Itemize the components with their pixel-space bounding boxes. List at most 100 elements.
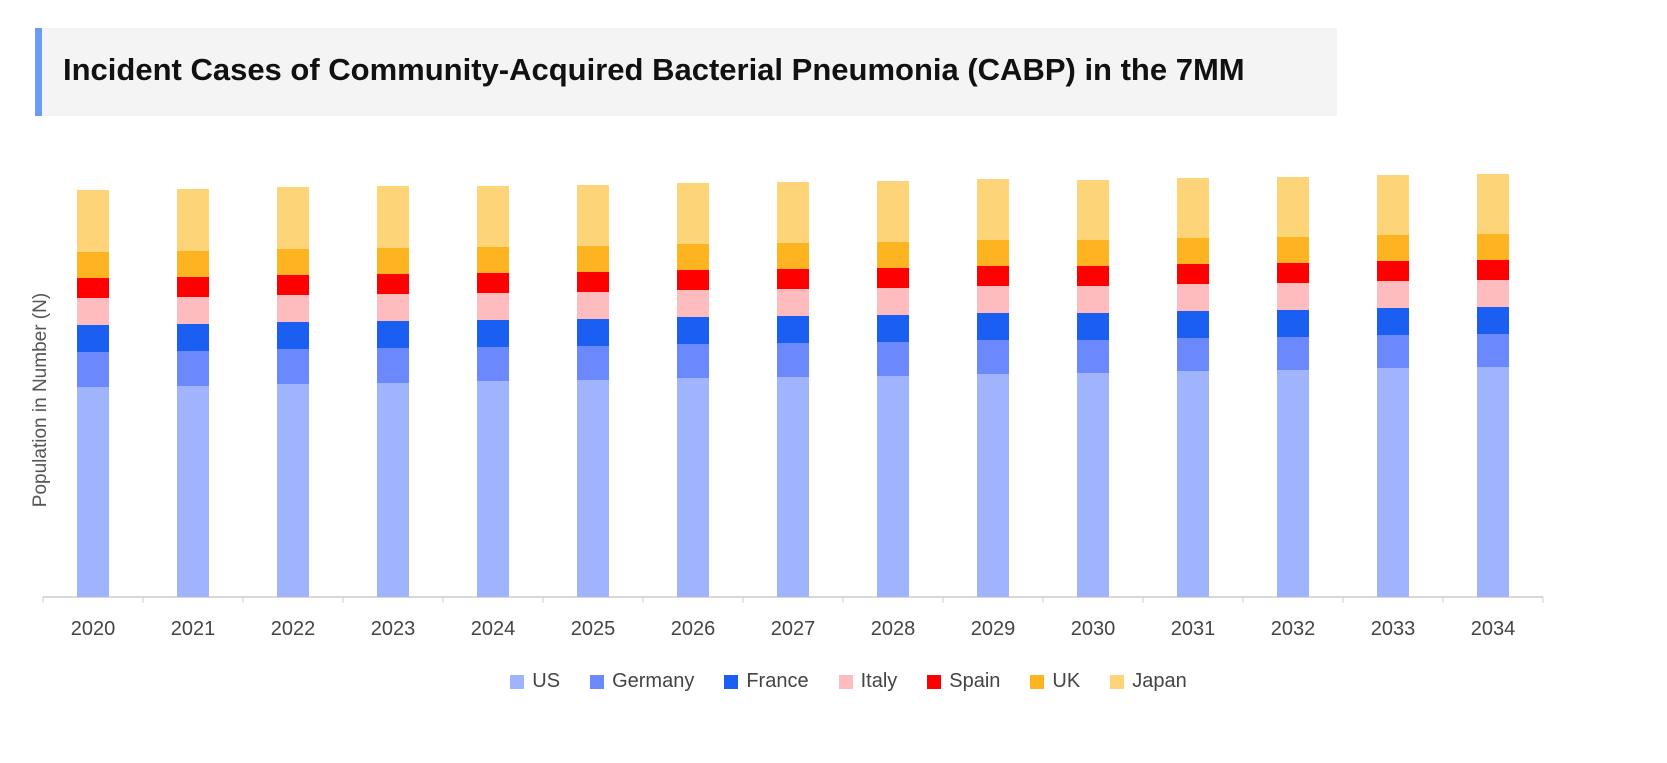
- bar-spain-2034: [1477, 260, 1509, 280]
- bar-france-2027: [777, 316, 809, 343]
- legend-label: UK: [1052, 670, 1081, 692]
- bar-germany-2025: [577, 346, 609, 380]
- legend-item-spain: Spain: [927, 670, 1000, 693]
- bar-japan-2029: [977, 179, 1009, 240]
- bar-us-2024: [477, 381, 509, 597]
- bar-japan-2028: [877, 181, 909, 242]
- bar-germany-2030: [1077, 340, 1109, 373]
- bar-italy-2029: [977, 286, 1009, 313]
- bar-uk-2023: [377, 248, 409, 274]
- bar-italy-2031: [1177, 284, 1209, 311]
- bar-france-2026: [677, 317, 709, 344]
- legend-swatch: [838, 674, 853, 689]
- bar-uk-2024: [477, 247, 509, 273]
- bar-japan-2022: [277, 187, 309, 249]
- bar-uk-2025: [577, 246, 609, 272]
- bar-spain-2021: [177, 277, 209, 297]
- x-tick-label: 2033: [1371, 618, 1416, 640]
- bar-spain-2033: [1377, 261, 1409, 281]
- bar-france-2023: [377, 321, 409, 348]
- bar-spain-2020: [77, 278, 109, 298]
- legend-label: France: [746, 670, 809, 692]
- bar-italy-2020: [77, 298, 109, 325]
- bar-germany-2020: [77, 352, 109, 387]
- bar-france-2024: [477, 320, 509, 347]
- bar-japan-2025: [577, 185, 609, 246]
- legend-item-germany: Germany: [590, 670, 694, 693]
- bar-italy-2032: [1277, 283, 1309, 310]
- x-tick-label: 2025: [571, 618, 616, 640]
- bar-italy-2023: [377, 294, 409, 321]
- bar-us-2031: [1177, 371, 1209, 597]
- bar-spain-2022: [277, 275, 309, 295]
- x-tick-label: 2029: [971, 618, 1016, 640]
- legend-item-italy: Italy: [838, 670, 898, 693]
- legend-label: Italy: [860, 670, 898, 692]
- bar-us-2025: [577, 380, 609, 597]
- bar-us-2033: [1377, 368, 1409, 597]
- bar-spain-2029: [977, 266, 1009, 286]
- bar-germany-2031: [1177, 338, 1209, 371]
- bar-italy-2025: [577, 292, 609, 319]
- x-tick-label: 2032: [1271, 618, 1316, 640]
- bar-germany-2033: [1377, 335, 1409, 368]
- x-tick-label: 2034: [1471, 618, 1516, 640]
- bar-france-2029: [977, 313, 1009, 340]
- x-tick-label: 2030: [1071, 618, 1116, 640]
- bar-japan-2020: [77, 190, 109, 252]
- legend-label: Spain: [949, 670, 1001, 692]
- bar-us-2026: [677, 378, 709, 597]
- bar-spain-2025: [577, 272, 609, 292]
- bar-us-2022: [277, 384, 309, 597]
- bar-germany-2028: [877, 342, 909, 376]
- bar-germany-2026: [677, 344, 709, 378]
- title-box: Incident Cases of Community-Acquired Bac…: [35, 28, 1337, 116]
- legend-item-france: France: [724, 670, 809, 693]
- legend-swatch: [510, 674, 525, 689]
- legend-swatch: [724, 674, 739, 689]
- bar-japan-2033: [1377, 175, 1409, 235]
- bar-japan-2021: [177, 189, 209, 251]
- bar-uk-2034: [1477, 234, 1509, 260]
- bar-japan-2032: [1277, 177, 1309, 237]
- bar-italy-2028: [877, 288, 909, 315]
- bar-us-2021: [177, 386, 209, 597]
- title-accent: [35, 28, 42, 116]
- bar-uk-2021: [177, 251, 209, 277]
- bar-italy-2027: [777, 289, 809, 316]
- bar-france-2032: [1277, 310, 1309, 337]
- bar-uk-2029: [977, 240, 1009, 266]
- legend-item-us: US: [510, 670, 560, 693]
- bar-spain-2026: [677, 270, 709, 290]
- legend-swatch: [927, 674, 942, 689]
- bar-france-2030: [1077, 313, 1109, 340]
- bar-spain-2032: [1277, 263, 1309, 283]
- legend-swatch: [590, 674, 605, 689]
- bar-italy-2033: [1377, 281, 1409, 308]
- legend-item-uk: UK: [1030, 670, 1080, 693]
- legend-swatch: [1110, 674, 1125, 689]
- x-tick-label: 2026: [671, 618, 716, 640]
- bar-italy-2030: [1077, 286, 1109, 313]
- legend-item-japan: Japan: [1110, 670, 1187, 693]
- x-tick-label: 2027: [771, 618, 816, 640]
- bar-france-2020: [77, 325, 109, 352]
- bar-uk-2031: [1177, 238, 1209, 264]
- bar-spain-2024: [477, 273, 509, 293]
- bar-japan-2024: [477, 186, 509, 247]
- legend-label: Japan: [1132, 670, 1187, 692]
- legend-label: US: [532, 670, 561, 692]
- bar-germany-2021: [177, 351, 209, 386]
- bar-italy-2034: [1477, 280, 1509, 307]
- x-tick-label: 2023: [371, 618, 416, 640]
- bar-japan-2030: [1077, 180, 1109, 240]
- bar-us-2023: [377, 383, 409, 597]
- bar-germany-2034: [1477, 334, 1509, 367]
- bar-spain-2027: [777, 269, 809, 289]
- bar-spain-2028: [877, 268, 909, 288]
- bar-japan-2027: [777, 182, 809, 243]
- bar-uk-2026: [677, 244, 709, 270]
- bar-us-2030: [1077, 373, 1109, 597]
- legend-label: Germany: [612, 670, 695, 692]
